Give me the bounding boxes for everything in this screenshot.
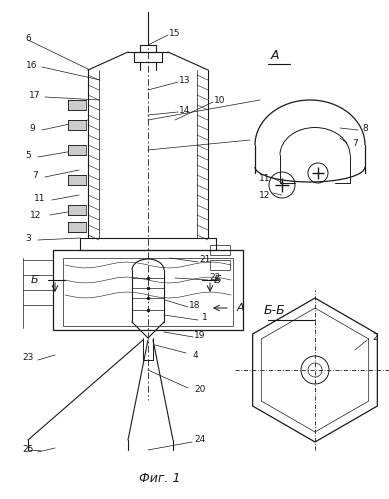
Bar <box>68 120 86 130</box>
Text: 18: 18 <box>189 300 201 309</box>
Text: 14: 14 <box>179 105 191 114</box>
Bar <box>68 145 86 155</box>
Text: 25: 25 <box>22 446 34 455</box>
Text: 20: 20 <box>194 386 206 395</box>
Text: 11: 11 <box>259 174 271 183</box>
Text: 21: 21 <box>199 255 211 264</box>
Text: 12: 12 <box>30 211 42 220</box>
Text: A: A <box>271 48 279 61</box>
Text: Б: Б <box>214 275 222 285</box>
Text: 9: 9 <box>29 123 35 133</box>
Text: 16: 16 <box>26 60 38 69</box>
Text: 24: 24 <box>194 436 206 445</box>
Bar <box>68 205 86 215</box>
Text: А: А <box>236 303 244 313</box>
Bar <box>210 260 230 270</box>
Text: 5: 5 <box>25 151 31 160</box>
Text: 7: 7 <box>32 171 38 180</box>
Text: 12: 12 <box>259 191 271 200</box>
Text: 3: 3 <box>25 234 31 243</box>
Text: 2: 2 <box>372 333 378 342</box>
Text: Б-Б: Б-Б <box>264 303 286 316</box>
Text: 19: 19 <box>194 330 206 339</box>
Bar <box>53 250 243 330</box>
Text: 8: 8 <box>362 123 368 133</box>
Bar <box>68 222 86 232</box>
Bar <box>210 245 230 255</box>
Text: Б: Б <box>31 275 39 285</box>
Text: 4: 4 <box>192 350 198 359</box>
Text: 22: 22 <box>209 273 221 282</box>
Bar <box>68 100 86 110</box>
Text: 11: 11 <box>34 194 46 203</box>
Text: 6: 6 <box>25 33 31 42</box>
Text: 10: 10 <box>214 95 226 104</box>
Text: 13: 13 <box>179 75 191 84</box>
Text: 7: 7 <box>352 139 358 148</box>
Bar <box>63 258 233 326</box>
Bar <box>68 175 86 185</box>
Text: 1: 1 <box>202 313 208 322</box>
Text: 15: 15 <box>169 28 181 37</box>
Text: 17: 17 <box>29 90 41 99</box>
Text: 23: 23 <box>22 353 34 362</box>
Text: Фиг. 1: Фиг. 1 <box>139 472 181 485</box>
